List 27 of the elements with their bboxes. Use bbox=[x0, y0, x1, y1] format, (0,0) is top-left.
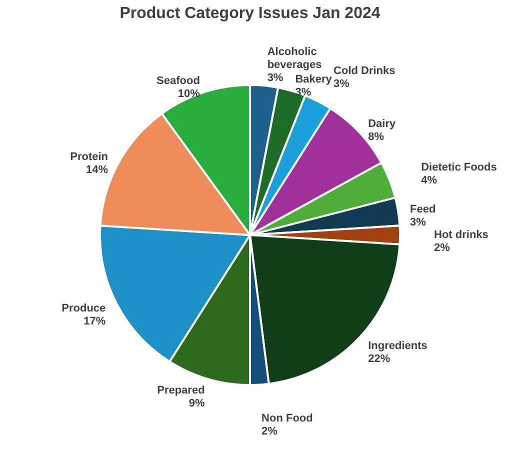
data-label: 17% bbox=[84, 316, 106, 328]
slice-label: Ingredients bbox=[368, 340, 428, 352]
data-label: 2% bbox=[434, 242, 450, 254]
data-label: 10% bbox=[178, 88, 200, 100]
slice-label: Feed bbox=[410, 204, 436, 216]
data-label: 3% bbox=[295, 86, 312, 98]
slice-label: Bakery bbox=[295, 73, 333, 86]
slice-label: Alcoholic beverages bbox=[267, 46, 322, 71]
data-label: 8% bbox=[368, 131, 384, 144]
slice-label: Non Food bbox=[262, 412, 313, 425]
slice-label: Dietetic Foods bbox=[421, 161, 497, 174]
data-label: 14% bbox=[86, 164, 108, 176]
data-label: 2% bbox=[262, 426, 278, 438]
chart-title: Product Category Issues Jan 2024 bbox=[120, 5, 380, 22]
data-label: 9% bbox=[188, 398, 206, 410]
data-label: 22% bbox=[368, 352, 390, 365]
slice-label: Seafood bbox=[156, 74, 200, 87]
slice-label: Protein bbox=[70, 150, 108, 163]
slice-label: Prepared bbox=[157, 384, 205, 397]
slice-label: Hot drinks bbox=[434, 229, 488, 241]
slice-label: Cold Drinks bbox=[334, 65, 396, 78]
data-label: 3% bbox=[267, 72, 284, 84]
data-label: 3% bbox=[334, 78, 350, 90]
slice-label: Produce bbox=[62, 302, 106, 315]
data-label: 4% bbox=[421, 174, 438, 186]
slice-label: Dairy bbox=[368, 118, 396, 130]
data-label: 3% bbox=[410, 216, 426, 229]
